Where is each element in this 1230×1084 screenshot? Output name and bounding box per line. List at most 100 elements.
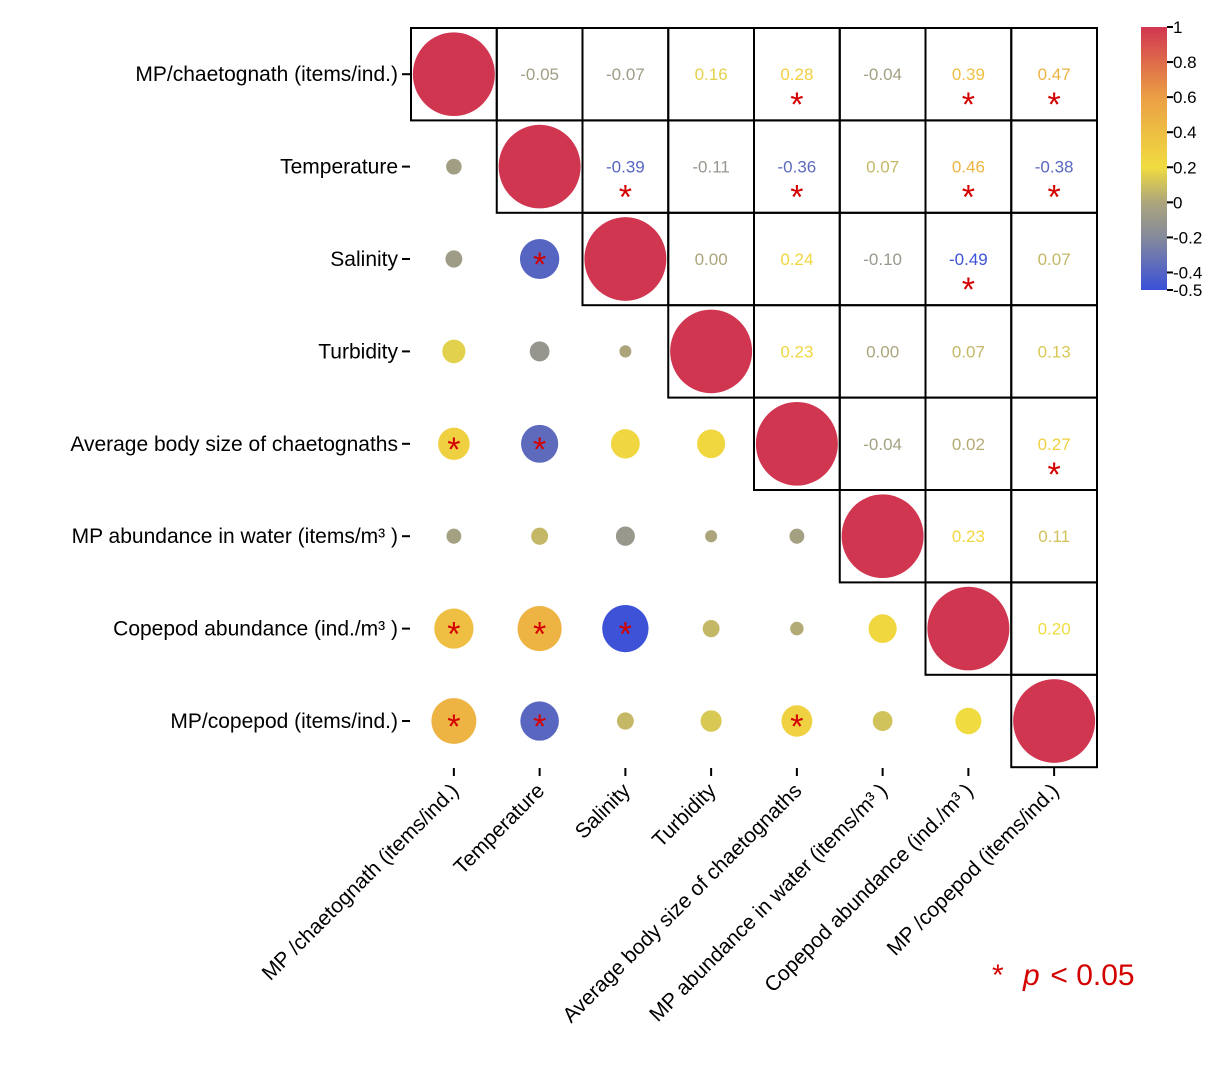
upper-grid	[410, 27, 1098, 769]
correlation-value: -0.07	[606, 65, 645, 84]
correlation-value: 0.13	[1038, 342, 1071, 361]
y-tick-label: Turbidity	[318, 340, 398, 363]
correlation-circle	[446, 158, 462, 175]
correlation-circle	[529, 341, 550, 362]
correlation-circle	[602, 604, 649, 653]
y-tick-label: Temperature	[280, 156, 398, 179]
correlation-circle	[697, 429, 726, 459]
correlation-value: 0.27	[1038, 435, 1071, 454]
significance-star: *	[533, 246, 546, 284]
correlation-value: 0.46	[952, 158, 985, 177]
y-tick-label: Copepod abundance (ind./m³ )	[113, 618, 398, 641]
correlation-circle	[412, 32, 495, 117]
correlation-circle	[519, 238, 560, 280]
significance-star: *	[533, 431, 546, 469]
correlation-value: 0.11	[1038, 527, 1070, 546]
correlation-circle	[584, 217, 667, 301]
correlation-circle	[781, 705, 813, 737]
correlation-circle	[610, 429, 640, 459]
correlation-circle	[619, 345, 632, 358]
correlation-value: -0.49	[949, 250, 988, 269]
significance-star: *	[533, 708, 546, 746]
correlation-value: 0.20	[1038, 620, 1071, 639]
significance-star: *	[619, 179, 632, 217]
marks: -0.05 -0.07 0.16 0.28 * -0.04 0.39 * 0.47 * -0.39 *…	[412, 32, 1096, 763]
correlation-circle	[705, 530, 718, 543]
colorbar-gradient	[1141, 27, 1167, 290]
correlation-value: 0.00	[695, 250, 728, 269]
correlation-circle	[670, 309, 753, 394]
correlation-circle	[790, 621, 804, 636]
significance-star: *	[962, 271, 975, 309]
correlation-circle	[789, 528, 805, 544]
correlation-circle	[442, 339, 466, 364]
significance-star: *	[447, 616, 460, 654]
correlation-circle	[841, 494, 924, 579]
significance-star: *	[619, 616, 632, 654]
correlation-circle	[438, 427, 470, 460]
x-tick-label: MP /chaetognath (items/ind.)	[258, 779, 464, 985]
y-tick-label: MP/copepod (items/ind.)	[170, 710, 398, 733]
legend-star: *	[992, 959, 1004, 992]
correlation-circle	[1013, 679, 1096, 763]
colorbar-tick-label: -0.4	[1173, 263, 1202, 282]
correlation-value: -0.05	[520, 65, 559, 84]
correlation-circle	[755, 401, 838, 486]
x-tick-label: Temperature	[450, 779, 550, 879]
legend-p: p	[1022, 959, 1040, 992]
significance-star: *	[1048, 179, 1061, 217]
colorbar-tick-label: 0.8	[1173, 53, 1197, 72]
correlation-circle	[445, 250, 463, 268]
correlation-value: 0.28	[780, 65, 813, 84]
y-tick-label: Salinity	[330, 248, 398, 271]
significance-star: *	[1048, 86, 1061, 124]
colorbar-tick-label: -0.2	[1173, 228, 1202, 247]
correlation-circle	[531, 527, 549, 545]
grid-cell	[1010, 673, 1098, 769]
correlation-value: -0.10	[863, 250, 902, 269]
y-tick-label: Average body size of chaetognaths	[70, 433, 398, 456]
correlation-circle	[955, 707, 982, 735]
correlation-value: 0.23	[952, 527, 985, 546]
correlation-circle	[431, 698, 477, 744]
correlation-value: -0.11	[692, 158, 730, 177]
correlation-circle	[872, 710, 893, 732]
significance-star: *	[790, 708, 803, 746]
x-tick-label: Turbidity	[648, 779, 721, 852]
colorbar-tick-label: 0.6	[1173, 88, 1197, 107]
correlation-circle	[520, 701, 559, 741]
significance-star: *	[790, 86, 803, 124]
y-tick-label: MP abundance in water (items/m³ )	[72, 525, 398, 548]
colorbar-tick-label: -0.5	[1173, 281, 1202, 300]
correlation-value: 0.00	[866, 342, 899, 361]
significance-star: *	[962, 86, 975, 124]
correlation-circle	[517, 606, 562, 652]
significance-star: *	[447, 708, 460, 746]
significance-star: *	[533, 616, 546, 654]
colorbar-tick-label: 0	[1173, 193, 1182, 212]
correlation-value: 0.23	[780, 342, 813, 361]
correlation-circle	[521, 424, 559, 463]
correlation-value: -0.04	[863, 65, 902, 84]
correlation-value: 0.47	[1038, 65, 1071, 84]
significance-star: *	[962, 179, 975, 217]
correlation-value: 0.07	[866, 158, 899, 177]
colorbar-tick-label: 1	[1173, 18, 1182, 37]
correlation-value: -0.39	[606, 158, 645, 177]
colorbar-tick-label: 0.4	[1173, 123, 1197, 142]
significance-star: *	[1048, 456, 1061, 494]
significance-star: *	[447, 431, 460, 469]
correlation-value: -0.38	[1035, 158, 1074, 177]
x-tick-label: MP /copepod (items/ind.)	[883, 779, 1064, 960]
y-tick-label: MP/chaetognath (items/ind.)	[135, 63, 398, 86]
correlation-circle	[446, 528, 462, 544]
correlation-circle	[702, 619, 720, 638]
correlation-circle	[615, 526, 635, 546]
colorbar: 1 0.8 0.6 0.4 0.2 0 -0.2 -0.4-0.5	[1141, 18, 1202, 300]
correlation-circle	[616, 712, 634, 730]
correlation-value: -0.04	[863, 435, 902, 454]
correlation-circle	[498, 124, 581, 209]
significance-star: *	[790, 179, 803, 217]
correlation-circle	[700, 710, 722, 732]
correlation-circle	[434, 608, 474, 649]
